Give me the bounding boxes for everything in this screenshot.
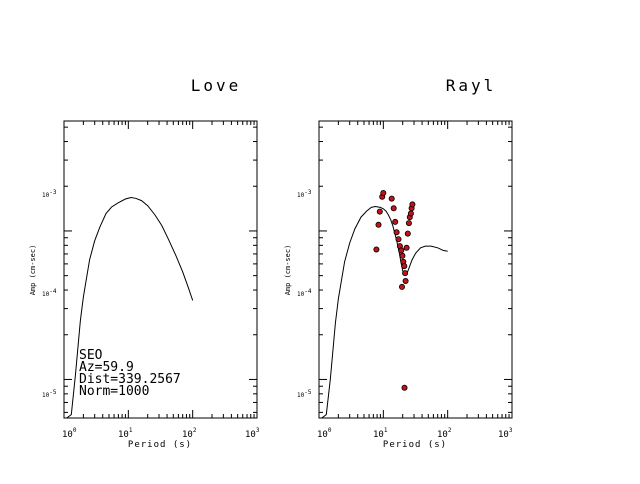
rayl-x-axis-label: Period (s) bbox=[383, 440, 447, 450]
love-ticks bbox=[63, 121, 258, 418]
love-title: Love bbox=[191, 76, 242, 95]
observed-data-point bbox=[373, 246, 380, 253]
observed-data-point bbox=[390, 205, 397, 212]
rayl-y-tick-labels: 10-3 10-4 10-5 bbox=[297, 189, 312, 399]
observed-data-point bbox=[395, 236, 402, 243]
norm-value: Norm=1000 bbox=[79, 384, 149, 399]
love-panel: Love 100 101 102 103 10-3 10-4 10-5 Peri… bbox=[29, 76, 260, 450]
observed-data-point bbox=[405, 220, 412, 227]
observed-data-point bbox=[376, 208, 383, 215]
love-curves bbox=[66, 196, 194, 419]
rayl-curves bbox=[321, 189, 448, 419]
observed-data-point bbox=[393, 229, 400, 236]
love-y-axis-label: Amp (cm-sec) bbox=[29, 245, 37, 296]
y-tick-label: 10-5 bbox=[297, 389, 312, 399]
observed-data-point bbox=[398, 283, 405, 290]
observed-data-point bbox=[402, 277, 409, 284]
love-y-tick-labels: 10-3 10-4 10-5 bbox=[42, 189, 57, 399]
rayl-ticks bbox=[318, 121, 513, 418]
observed-data-point bbox=[398, 247, 405, 254]
love-plot-frame bbox=[63, 120, 258, 419]
observed-data-point bbox=[404, 230, 411, 237]
observed-data-point bbox=[403, 244, 410, 251]
y-tick-label: 10-4 bbox=[42, 288, 57, 298]
y-tick-label: 10-5 bbox=[42, 389, 57, 399]
station-code: SEO bbox=[79, 348, 103, 363]
x-tick-label: 103 bbox=[498, 427, 513, 440]
x-tick-label: 101 bbox=[118, 427, 133, 440]
x-tick-label: 100 bbox=[317, 427, 332, 440]
love-x-axis-label: Period (s) bbox=[128, 440, 192, 450]
observed-data-point bbox=[375, 221, 382, 228]
observed-data-point bbox=[401, 384, 408, 391]
x-tick-label: 101 bbox=[373, 427, 388, 440]
x-tick-label: 100 bbox=[62, 427, 77, 440]
observed-data-point bbox=[392, 218, 399, 225]
y-tick-label: 10-3 bbox=[42, 189, 57, 199]
observed-data-point bbox=[399, 252, 406, 259]
distance-value: Dist=339.2567 bbox=[79, 372, 181, 387]
station-info: SEO Az=59.9 Dist=339.2567 Norm=1000 bbox=[79, 348, 181, 399]
observed-data-point bbox=[402, 270, 409, 277]
rayl-y-axis-label: Amp (cm-sec) bbox=[284, 245, 292, 296]
y-tick-label: 10-3 bbox=[297, 189, 312, 199]
rayl-panel: Rayl 100 101 102 103 10-3 10-4 10-5 Peri… bbox=[284, 76, 513, 450]
rayl-plot-frame bbox=[318, 120, 513, 419]
observed-data-point bbox=[388, 195, 395, 202]
y-tick-label: 10-4 bbox=[297, 288, 312, 298]
love-x-tick-labels: 100 101 102 103 bbox=[62, 427, 260, 440]
azimuth-value: Az=59.9 bbox=[79, 360, 134, 375]
observed-data-point bbox=[401, 263, 408, 270]
x-tick-label: 103 bbox=[245, 427, 260, 440]
observed-data-point bbox=[380, 189, 387, 196]
observed-data-point bbox=[407, 210, 414, 217]
amplitude-curve bbox=[321, 205, 448, 419]
amplitude-curve bbox=[66, 196, 194, 419]
x-tick-label: 102 bbox=[182, 427, 197, 440]
rayl-title: Rayl bbox=[446, 76, 497, 95]
rayl-x-tick-labels: 100 101 102 103 bbox=[317, 427, 513, 440]
observed-data-point bbox=[409, 201, 416, 208]
x-tick-label: 102 bbox=[437, 427, 452, 440]
